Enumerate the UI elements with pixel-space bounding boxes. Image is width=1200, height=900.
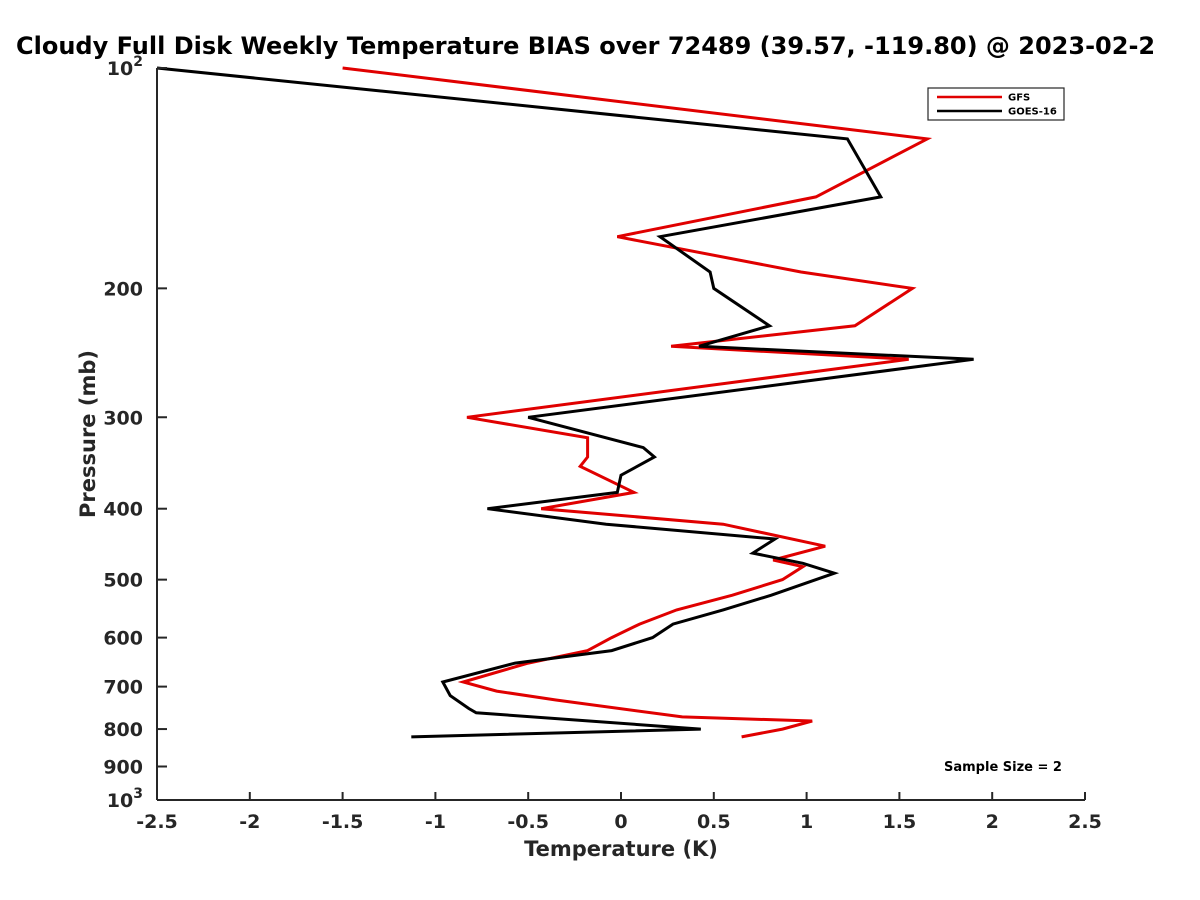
- x-tick-label: -2: [239, 811, 260, 833]
- y-tick-label: 102: [107, 54, 143, 80]
- x-tick-label: 0.5: [697, 811, 731, 833]
- x-ticks: -2.5 -2 -1.5 -1 -0.5 0 0.5 1 1.5 2 2.5: [136, 792, 1102, 833]
- y-tick-label: 103: [107, 786, 143, 812]
- x-tick-label: -1: [425, 811, 446, 833]
- series-layer: [156, 66, 974, 739]
- y-tick-label: 800: [103, 719, 143, 741]
- y-tick-label: 400: [103, 499, 143, 521]
- x-tick-label: -2.5: [136, 811, 178, 833]
- legend-label: GOES-16: [1008, 107, 1057, 118]
- y-ticks: 102 200 300 400 500 600 700 800 900 103: [103, 54, 167, 812]
- series-line-gfs: [342, 66, 933, 739]
- x-tick-label: 2.5: [1068, 811, 1102, 833]
- x-tick-label: -0.5: [507, 811, 549, 833]
- y-axis-label: Pressure (mb): [76, 350, 100, 518]
- x-axis-label: Temperature (K): [524, 837, 718, 861]
- x-tick-label: 1.5: [883, 811, 917, 833]
- legend-box: [927, 87, 1065, 121]
- y-tick-label: 700: [103, 677, 143, 699]
- x-tick-label: 0: [614, 811, 627, 833]
- y-tick-label: 300: [103, 407, 143, 429]
- series-line-goes-16: [156, 66, 974, 739]
- x-tick-label: 2: [986, 811, 999, 833]
- legend-label: GFS: [1008, 93, 1030, 104]
- y-tick-label: 900: [103, 757, 143, 779]
- chart-title: Cloudy Full Disk Weekly Temperature BIAS…: [16, 32, 1155, 60]
- y-tick-label: 200: [103, 278, 143, 300]
- legend: GFS GOES-16: [927, 87, 1065, 121]
- sample-size-annotation: Sample Size = 2: [944, 760, 1062, 775]
- y-tick-label: 500: [103, 570, 143, 592]
- y-tick-label: 600: [103, 628, 143, 650]
- x-tick-label: -1.5: [322, 811, 364, 833]
- axes: [156, 68, 1085, 801]
- x-tick-label: 1: [800, 811, 813, 833]
